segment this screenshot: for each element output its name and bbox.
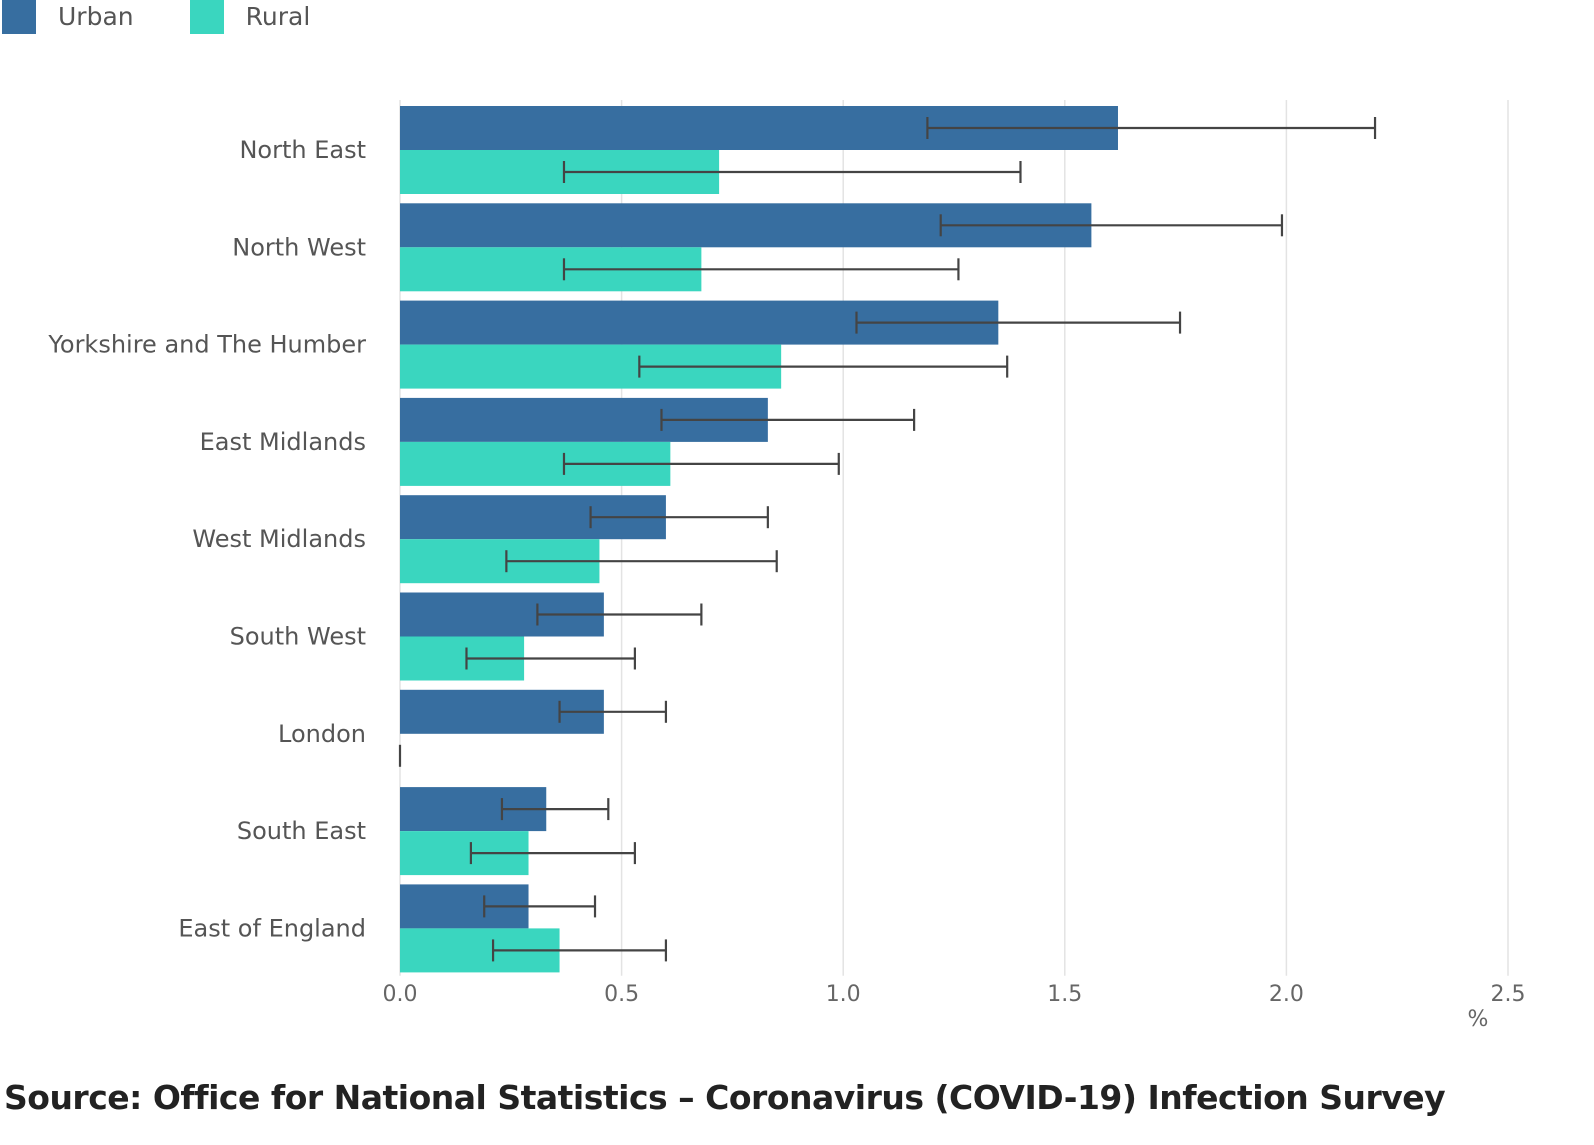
error-bar-rural	[562, 452, 840, 475]
category-label: South West	[230, 623, 366, 651]
category-labels: North East North West Yorkshire and The Hu…	[47, 136, 366, 942]
error-bar-urban	[589, 506, 769, 529]
error-bar-rural	[491, 939, 668, 962]
category-label: West Midlands	[192, 525, 366, 553]
x-axis-ticks: 0.0 0.5 1.0 1.5 2.0 2.5	[383, 982, 1526, 1007]
error-bar-urban	[939, 214, 1284, 237]
x-tick-label: 2.5	[1491, 982, 1526, 1007]
x-tick-label: 1.0	[826, 982, 861, 1007]
legend-swatch-urban	[2, 0, 36, 34]
category-label: North West	[232, 233, 366, 261]
legend-label-urban: Urban	[58, 2, 134, 31]
error-bar-urban	[855, 311, 1182, 334]
error-bar-urban	[500, 798, 610, 821]
bar-chart: North East North West Yorkshire and The Hu…	[47, 100, 1526, 1032]
category-label: South East	[237, 817, 366, 845]
bars	[400, 106, 1118, 973]
x-tick-label: 0.0	[383, 982, 418, 1007]
error-bar-urban	[926, 117, 1377, 139]
category-label: East of England	[178, 914, 366, 942]
x-tick-label: 0.5	[604, 982, 639, 1007]
error-bar-rural	[505, 550, 778, 573]
category-label: Yorkshire and The Humber	[47, 331, 366, 359]
category-label: London	[278, 720, 366, 748]
error-bar-urban	[660, 408, 916, 431]
error-bar-rural	[562, 258, 960, 281]
legend: Urban Rural	[2, 0, 366, 50]
category-label: East Midlands	[200, 428, 366, 456]
error-bar-urban	[536, 603, 703, 626]
x-tick-label: 2.0	[1269, 982, 1304, 1007]
error-bar-urban	[558, 700, 668, 723]
legend-label-rural: Rural	[245, 2, 311, 31]
error-bar-rural	[469, 842, 636, 865]
x-axis-label: %	[1468, 1007, 1489, 1032]
category-label: North East	[239, 136, 366, 164]
x-tick-label: 1.5	[1047, 982, 1082, 1007]
error-bar-urban	[483, 895, 597, 918]
legend-item-rural[interactable]: Rural	[189, 0, 311, 50]
error-bar-rural	[638, 355, 1009, 378]
error-bar-rural	[562, 161, 1022, 183]
legend-item-urban[interactable]: Urban	[2, 0, 134, 50]
source-caption: Source: Office for National Statistics –…	[4, 1078, 1446, 1117]
error-bar-rural	[465, 647, 636, 670]
legend-swatch-rural	[189, 0, 224, 34]
error-bars	[398, 117, 1377, 962]
